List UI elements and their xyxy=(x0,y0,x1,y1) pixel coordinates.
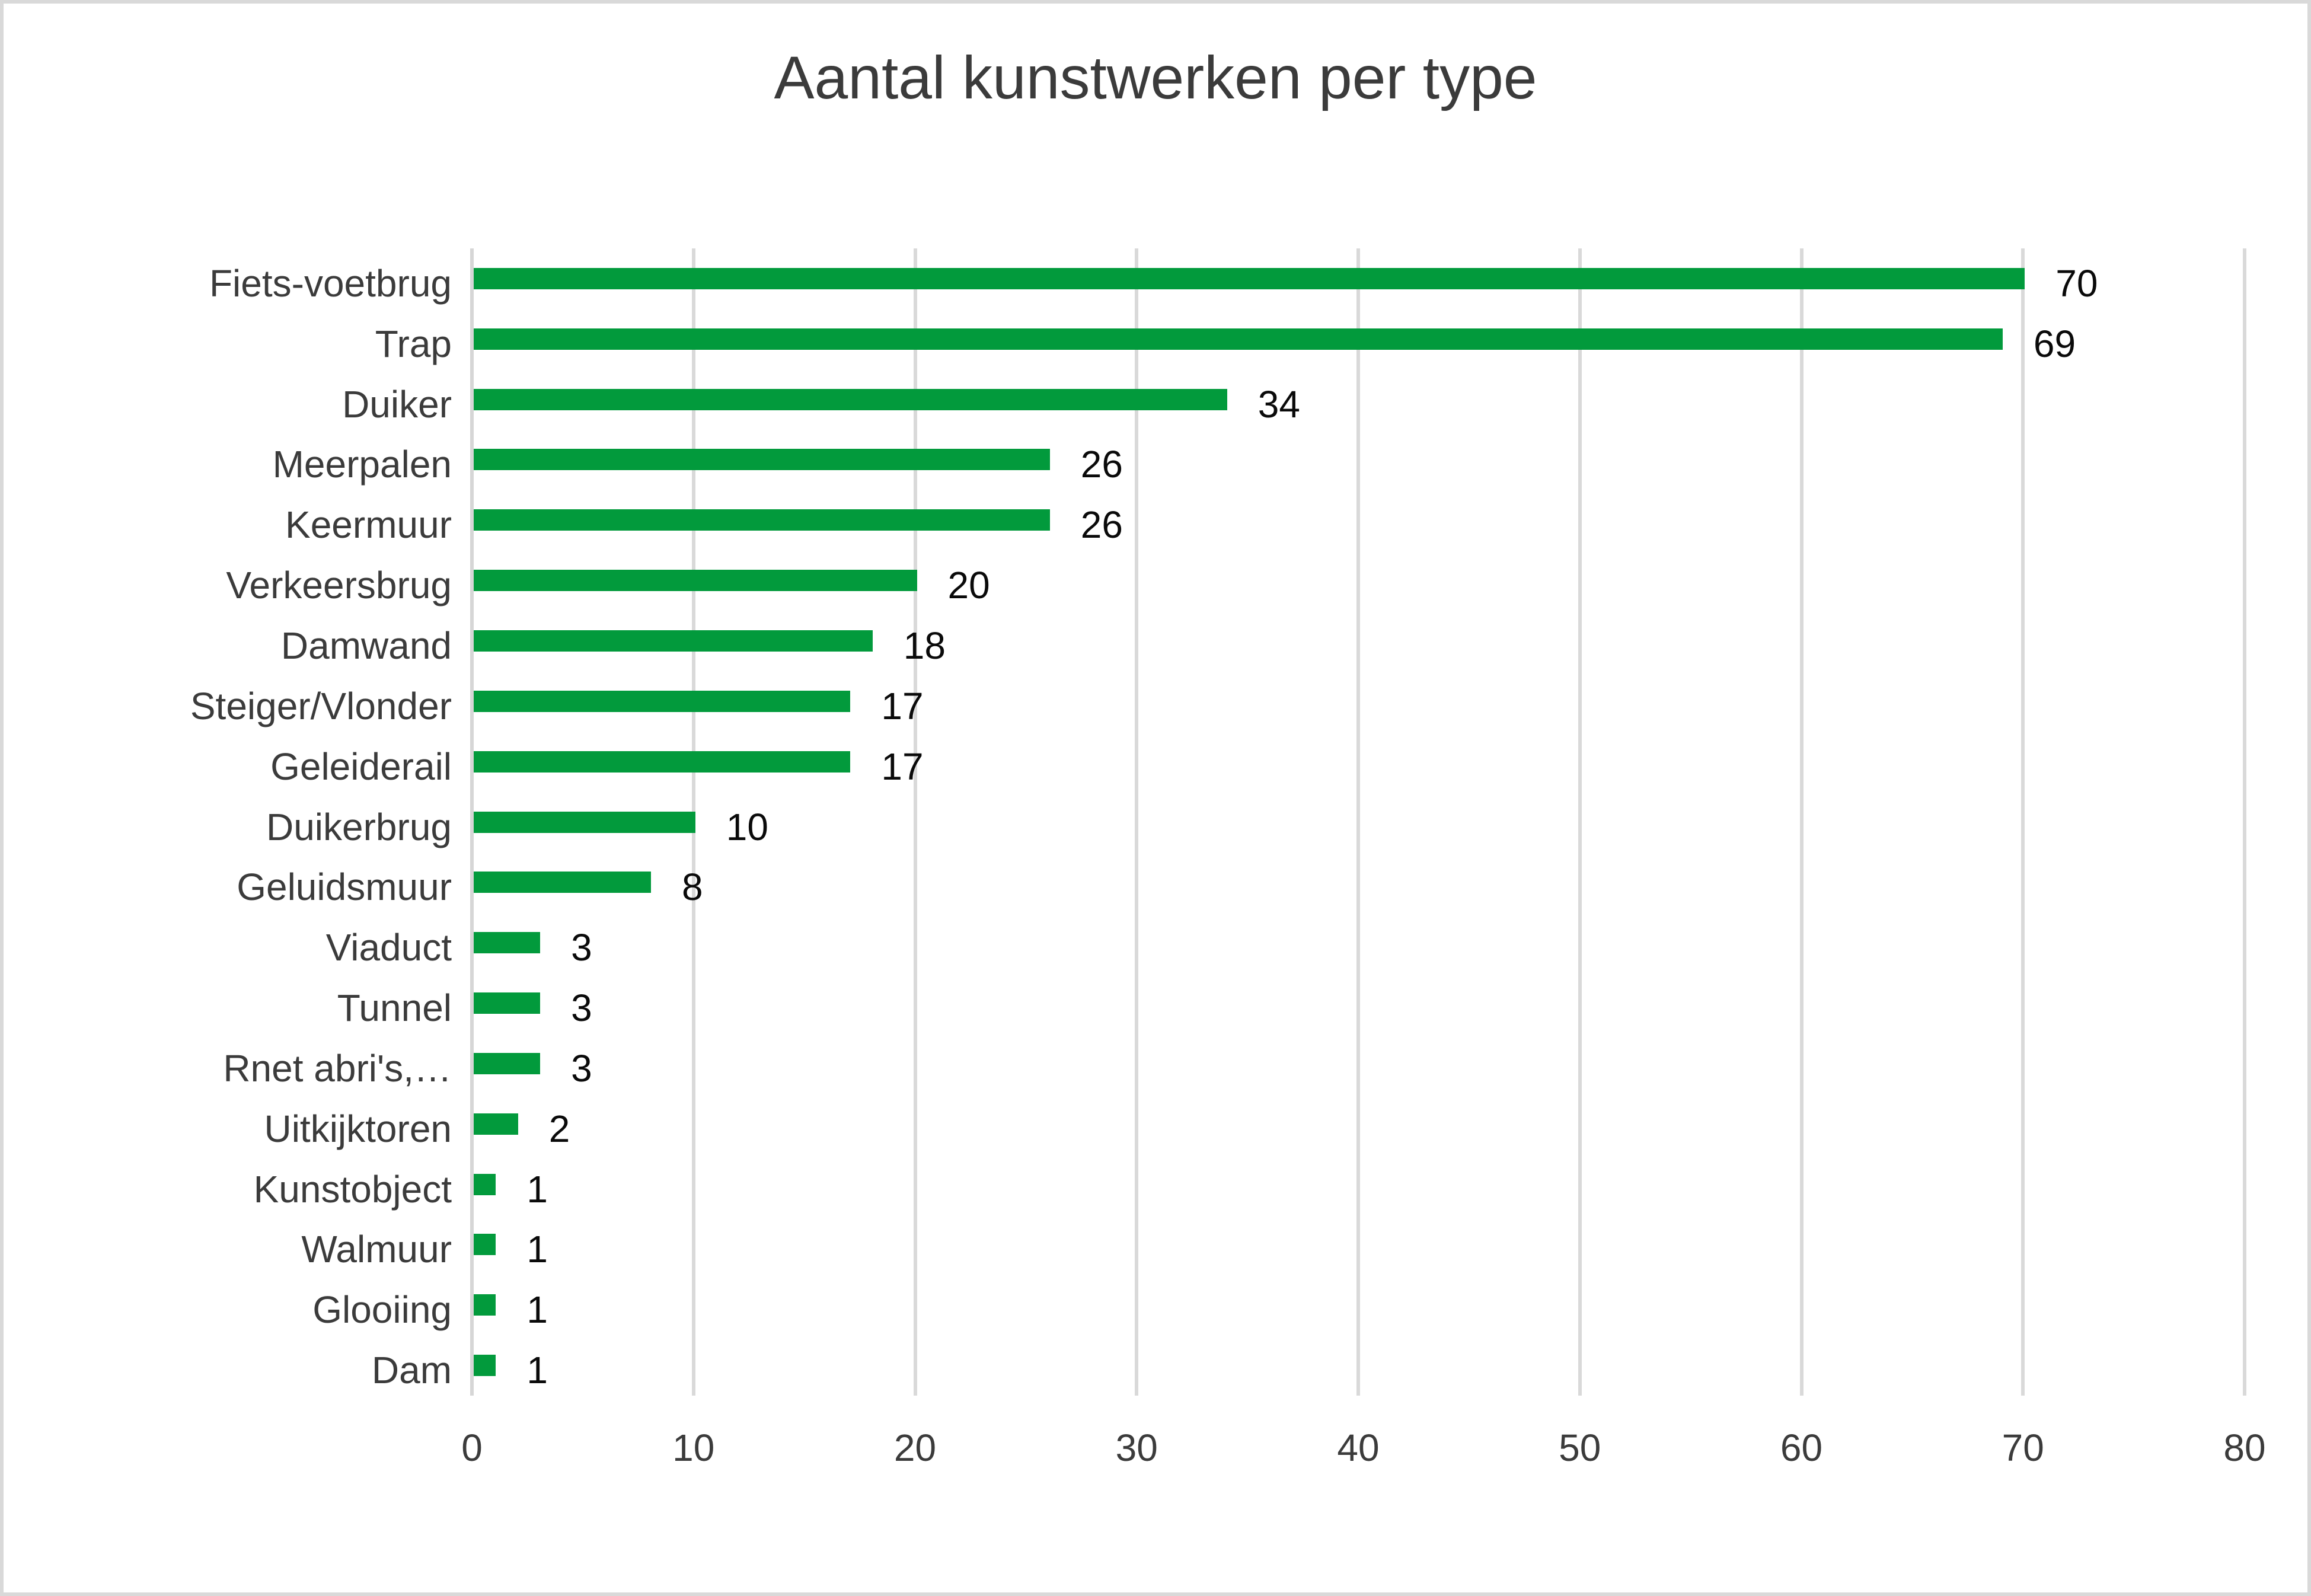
x-gridline xyxy=(913,248,917,1396)
category-label: Viaduct xyxy=(325,926,452,969)
value-label: 1 xyxy=(526,1228,548,1271)
category-label: Fiets-voetbrug xyxy=(209,261,452,305)
category-label: Walmuur xyxy=(301,1228,452,1271)
value-label: 20 xyxy=(947,564,990,607)
y-axis-line xyxy=(470,248,474,1396)
bar xyxy=(474,932,541,954)
bar xyxy=(474,1294,496,1316)
bar xyxy=(474,388,1227,410)
category-label: Duiker xyxy=(342,382,452,426)
value-label: 26 xyxy=(1080,503,1123,547)
x-tick-label: 40 xyxy=(1337,1426,1380,1469)
plot-area: 0 10 20 30 40 50 60 70 80 Fiets-voetbrug 70 Trap 69 D… xyxy=(4,4,2307,1592)
value-label: 26 xyxy=(1080,443,1123,486)
bar xyxy=(474,811,695,833)
value-label: 10 xyxy=(726,805,768,848)
value-label: 34 xyxy=(1257,382,1300,426)
category-label: Keermuur xyxy=(285,503,452,547)
x-tick-label: 60 xyxy=(1780,1426,1823,1469)
bar xyxy=(474,267,2025,289)
x-tick-label: 70 xyxy=(2002,1426,2044,1469)
bar xyxy=(474,570,917,592)
value-label: 1 xyxy=(526,1349,548,1392)
bar xyxy=(474,690,851,712)
x-tick-label: 50 xyxy=(1559,1426,1601,1469)
bar xyxy=(474,509,1050,531)
x-tick-label: 10 xyxy=(672,1426,715,1469)
x-gridline xyxy=(2243,248,2246,1396)
category-label: Rnet abri's,… xyxy=(223,1046,452,1090)
category-label: Glooiing xyxy=(312,1288,452,1332)
x-gridline xyxy=(1578,248,1582,1396)
bar xyxy=(474,992,541,1014)
x-gridline xyxy=(1799,248,1804,1396)
x-gridline xyxy=(1356,248,1360,1396)
category-label: Tunnel xyxy=(337,987,452,1030)
x-tick-label: 30 xyxy=(1115,1426,1158,1469)
category-label: Duikerbrug xyxy=(266,805,452,848)
category-label: Geluidsmuur xyxy=(237,866,452,909)
bar xyxy=(474,449,1050,471)
bar xyxy=(474,328,2003,350)
value-label: 1 xyxy=(526,1288,548,1332)
value-label: 69 xyxy=(2033,322,2076,365)
bar xyxy=(474,1113,518,1135)
category-label: Meerpalen xyxy=(272,443,452,486)
value-label: 1 xyxy=(526,1167,548,1211)
chart-title: Aantal kunstwerken per type xyxy=(774,44,1537,111)
x-tick-label: 0 xyxy=(461,1426,483,1469)
value-label: 2 xyxy=(548,1107,570,1150)
category-label: Verkeersbrug xyxy=(226,564,452,607)
bar xyxy=(474,1355,496,1377)
value-label: 17 xyxy=(881,684,924,727)
category-label: Geleiderail xyxy=(270,745,452,788)
bar xyxy=(474,1173,496,1195)
category-label: Damwand xyxy=(280,624,452,667)
value-label: 3 xyxy=(571,1046,592,1090)
x-tick-label: 80 xyxy=(2223,1426,2266,1469)
bar xyxy=(474,872,651,893)
x-gridline xyxy=(1135,248,1139,1396)
category-label: Steiger/Vlonder xyxy=(190,684,452,727)
value-label: 3 xyxy=(571,926,592,969)
value-label: 8 xyxy=(682,866,703,909)
bar xyxy=(474,1052,541,1074)
category-label: Trap xyxy=(375,322,452,365)
bar xyxy=(474,751,851,773)
value-label: 17 xyxy=(881,745,924,788)
category-label: Kunstobject xyxy=(253,1167,452,1211)
bar xyxy=(474,1234,496,1256)
x-tick-label: 20 xyxy=(893,1426,937,1469)
x-gridline xyxy=(2021,248,2025,1396)
value-label: 70 xyxy=(2055,261,2098,305)
value-label: 3 xyxy=(571,987,592,1030)
bar xyxy=(474,630,873,652)
value-label: 18 xyxy=(903,624,946,667)
category-label: Dam xyxy=(371,1349,452,1392)
category-label: Uitkijktoren xyxy=(264,1107,452,1150)
